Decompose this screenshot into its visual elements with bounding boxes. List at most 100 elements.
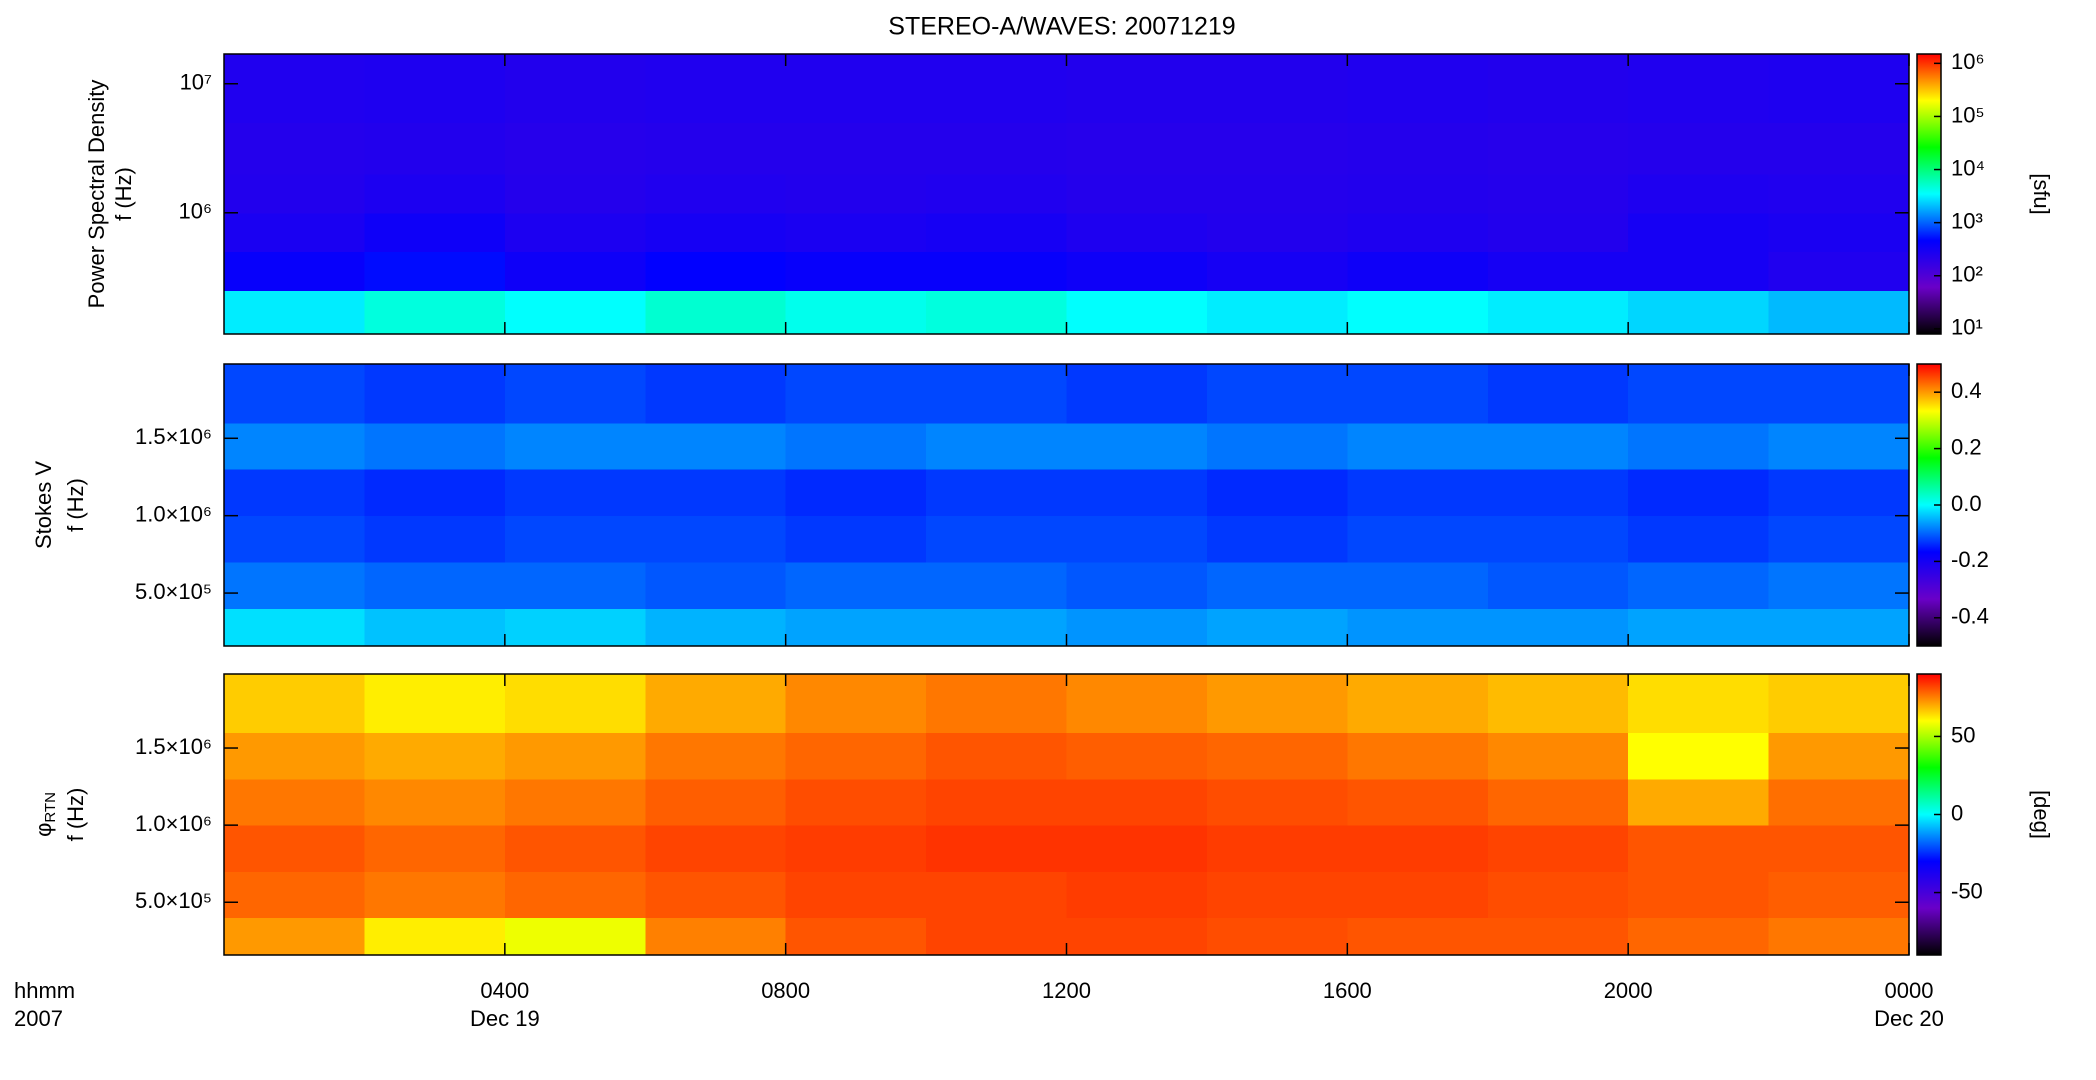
cell [364,469,506,517]
cell [504,515,646,563]
cell [1628,871,1770,919]
cell [645,778,787,826]
cell [785,608,927,646]
colorbar-tick-label: -0.2 [1951,547,1989,572]
y-tick-label: 1.5×10⁶ [135,424,212,449]
cell [1628,917,1770,955]
cell [364,212,506,253]
cell [1066,364,1208,424]
cell [364,364,506,424]
cell [1628,290,1770,334]
cell [1487,917,1629,955]
cell [1768,732,1909,780]
y-tick-label: 10⁷ [180,70,212,95]
cell [1206,515,1348,563]
y-axis-label-sub: RTN [42,792,59,823]
cell [785,290,927,334]
cell [504,778,646,826]
colorbar-tick-label: 10² [1951,262,1983,287]
cell [785,212,927,253]
cell [364,674,506,734]
cell [1206,562,1348,610]
cell [785,173,927,214]
colorbar-tick-label: 10⁵ [1951,102,1985,127]
cell [1628,122,1770,175]
cell [224,608,365,646]
cell [364,122,506,175]
cell [1066,825,1208,872]
cell [1487,608,1629,646]
cell [1206,732,1348,780]
colorbar-tick-label: 50 [1951,722,1975,747]
cell [1347,732,1489,780]
cell [926,469,1067,517]
colorbar-tick-label: 10¹ [1951,315,1983,340]
cell [1487,469,1629,517]
cell [926,608,1067,646]
cell [645,917,787,955]
cell [504,290,646,334]
cell [364,562,506,610]
cell [1768,212,1909,253]
cell [1628,562,1770,610]
cell [1066,122,1208,175]
cell [926,917,1067,955]
cell [504,422,646,470]
cell [1487,212,1629,253]
y-tick-label: 1.0×10⁶ [135,501,212,526]
colorbar-label: [sfu] [2029,173,2054,215]
cell [1628,825,1770,872]
y-axis-label: f (Hz) [63,478,88,532]
y-tick-label: 10⁶ [178,199,212,224]
cell [1768,469,1909,517]
cell [224,364,365,424]
cell [1768,515,1909,563]
cell [1628,422,1770,470]
cell [504,674,646,734]
colorbar-tick-label: 10⁴ [1951,155,1985,180]
cell [1206,212,1348,253]
cell [1066,778,1208,826]
x-tick-label: 0000 [1885,978,1934,1003]
heatmap [224,674,1909,955]
cell [926,778,1067,826]
cell [1628,54,1770,124]
cell [645,251,787,291]
cell [1347,54,1489,124]
cell [1347,608,1489,646]
cell [1066,917,1208,955]
cell [1487,732,1629,780]
cell [645,562,787,610]
cell [1487,562,1629,610]
cell [1347,562,1489,610]
cell [224,173,365,214]
cell [645,173,787,214]
y-axis-label: Power Spectral Density [84,80,109,309]
cell [504,917,646,955]
cell [504,825,646,872]
y-tick-label: 5.0×10⁵ [135,579,212,604]
cell [645,122,787,175]
cell [224,212,365,253]
cell [504,871,646,919]
cell [504,173,646,214]
cell [1487,674,1629,734]
cell [1347,469,1489,517]
x-tick-label: 1600 [1323,978,1372,1003]
cell [1628,608,1770,646]
cell [1206,871,1348,919]
cell [1066,251,1208,291]
x-tick-label: 0800 [761,978,810,1003]
cell [364,871,506,919]
cell [1066,54,1208,124]
cell [926,515,1067,563]
y-tick-label: 1.0×10⁶ [135,811,212,836]
cell [926,122,1067,175]
cell [1487,122,1629,175]
cell [1206,251,1348,291]
x-axis-label: hhmm [14,978,75,1003]
cell [1066,212,1208,253]
cell [224,469,365,517]
cell [224,422,365,470]
cell [926,732,1067,780]
